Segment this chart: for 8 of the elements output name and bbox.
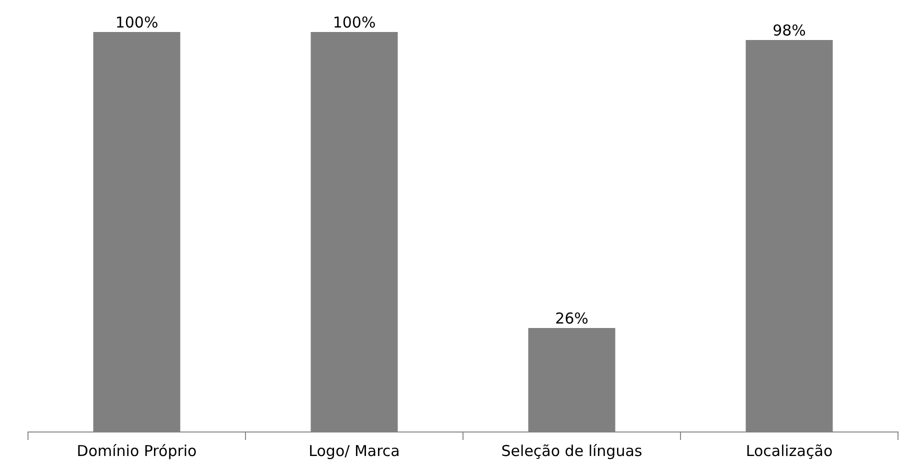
data-label: 98%: [772, 21, 806, 40]
x-tick-label: Localização: [746, 442, 833, 460]
data-label: 100%: [115, 13, 158, 32]
x-tick-label: Domínio Próprio: [76, 442, 197, 460]
data-label: 26%: [555, 309, 588, 328]
x-tick-label: Seleção de línguas: [501, 442, 642, 460]
x-tick-label: Logo/ Marca: [308, 442, 400, 460]
data-label: 100%: [332, 13, 376, 32]
